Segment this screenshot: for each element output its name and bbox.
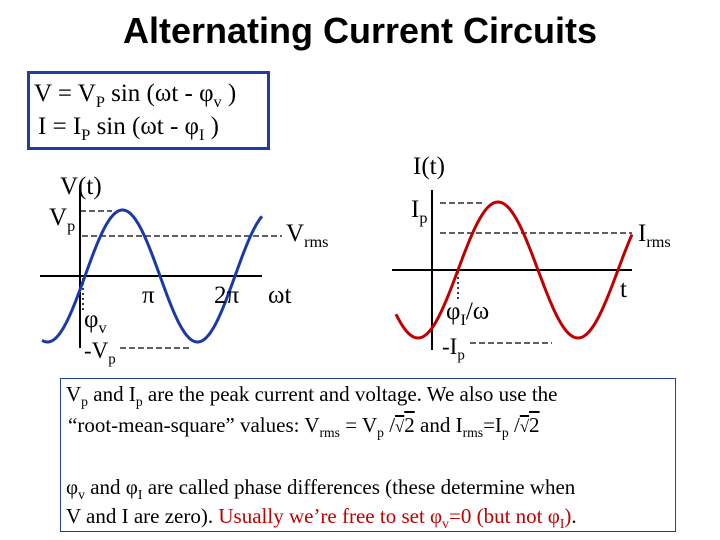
voltage-equation: V = VP sin (ωt - φv ) — [34, 80, 237, 111]
explanation-line-3: φv and φI are called phase differences (… — [66, 475, 576, 503]
sqrt-two-a: √2 — [395, 413, 415, 437]
current-axis-label: I(t) — [413, 153, 445, 180]
voltage-peak-label: Vp — [49, 204, 76, 235]
current-peak-label: Ip — [411, 196, 428, 227]
current-x-label: t — [620, 276, 627, 303]
current-phase-label: φI/ω — [446, 298, 490, 329]
voltage-phase-label: φv — [84, 306, 107, 337]
voltage-plot — [40, 185, 282, 349]
explanation-box — [60, 378, 676, 532]
voltage-sine-curve — [41, 208, 264, 344]
current-rms-label: Irms — [638, 220, 671, 251]
current-equation: I = IP sin (ωt - φI ) — [38, 113, 219, 144]
page-title: Alternating Current Circuits — [122, 10, 598, 51]
explanation-line-4: V and I are zero). Usually we’re free to… — [66, 504, 577, 532]
current-plot — [392, 190, 634, 350]
tick-2pi-label: 2π — [214, 282, 240, 309]
voltage-rms-label: Vrms — [286, 220, 329, 251]
voltage-neg-peak-label: -Vp — [84, 338, 116, 368]
current-sine-curve — [394, 200, 634, 340]
current-neg-peak-label: -Ip — [442, 334, 465, 364]
tick-pi-label: π — [142, 282, 155, 309]
explanation-line-1: Vp and Ip are the peak current and volta… — [66, 382, 558, 410]
voltage-x-label: ωt — [268, 282, 292, 309]
highlighted-note: Usually we’re free to set φv=0 (but not … — [218, 504, 572, 532]
equation-box — [27, 71, 270, 150]
sqrt-two-b: √2 — [519, 413, 540, 437]
explanation-line-2: “root-mean-square” values: Vrms = Vp /√2… — [68, 413, 540, 441]
voltage-axis-label: V(t) — [60, 173, 102, 200]
